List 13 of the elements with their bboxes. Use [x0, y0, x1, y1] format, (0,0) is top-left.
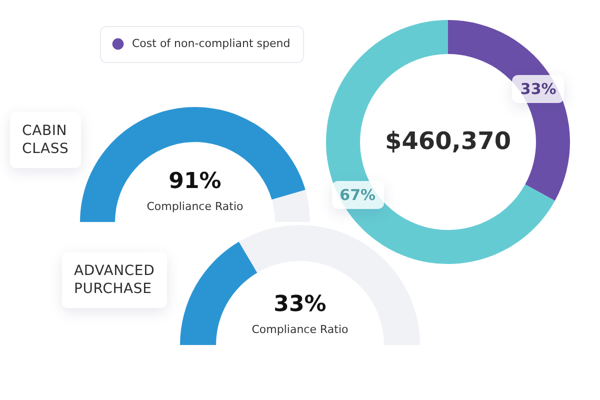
data-label: 33% — [520, 80, 556, 98]
text: 91% — [168, 169, 222, 194]
label-card: CABIN CLASS — [10, 112, 81, 168]
legend-label: Cost of non-compliant spend — [132, 37, 290, 50]
text: $460,370 — [384, 127, 512, 155]
text: Compliance Ratio — [252, 323, 349, 336]
text: 33% — [274, 292, 326, 317]
label-card: 33% — [512, 74, 564, 103]
label-card: ADVANCED PURCHASE — [62, 252, 167, 308]
data-label: 67% — [340, 186, 376, 204]
text: Compliance Ratio — [146, 200, 244, 213]
donut-slice — [326, 20, 555, 264]
label-card: 67% — [332, 181, 384, 210]
